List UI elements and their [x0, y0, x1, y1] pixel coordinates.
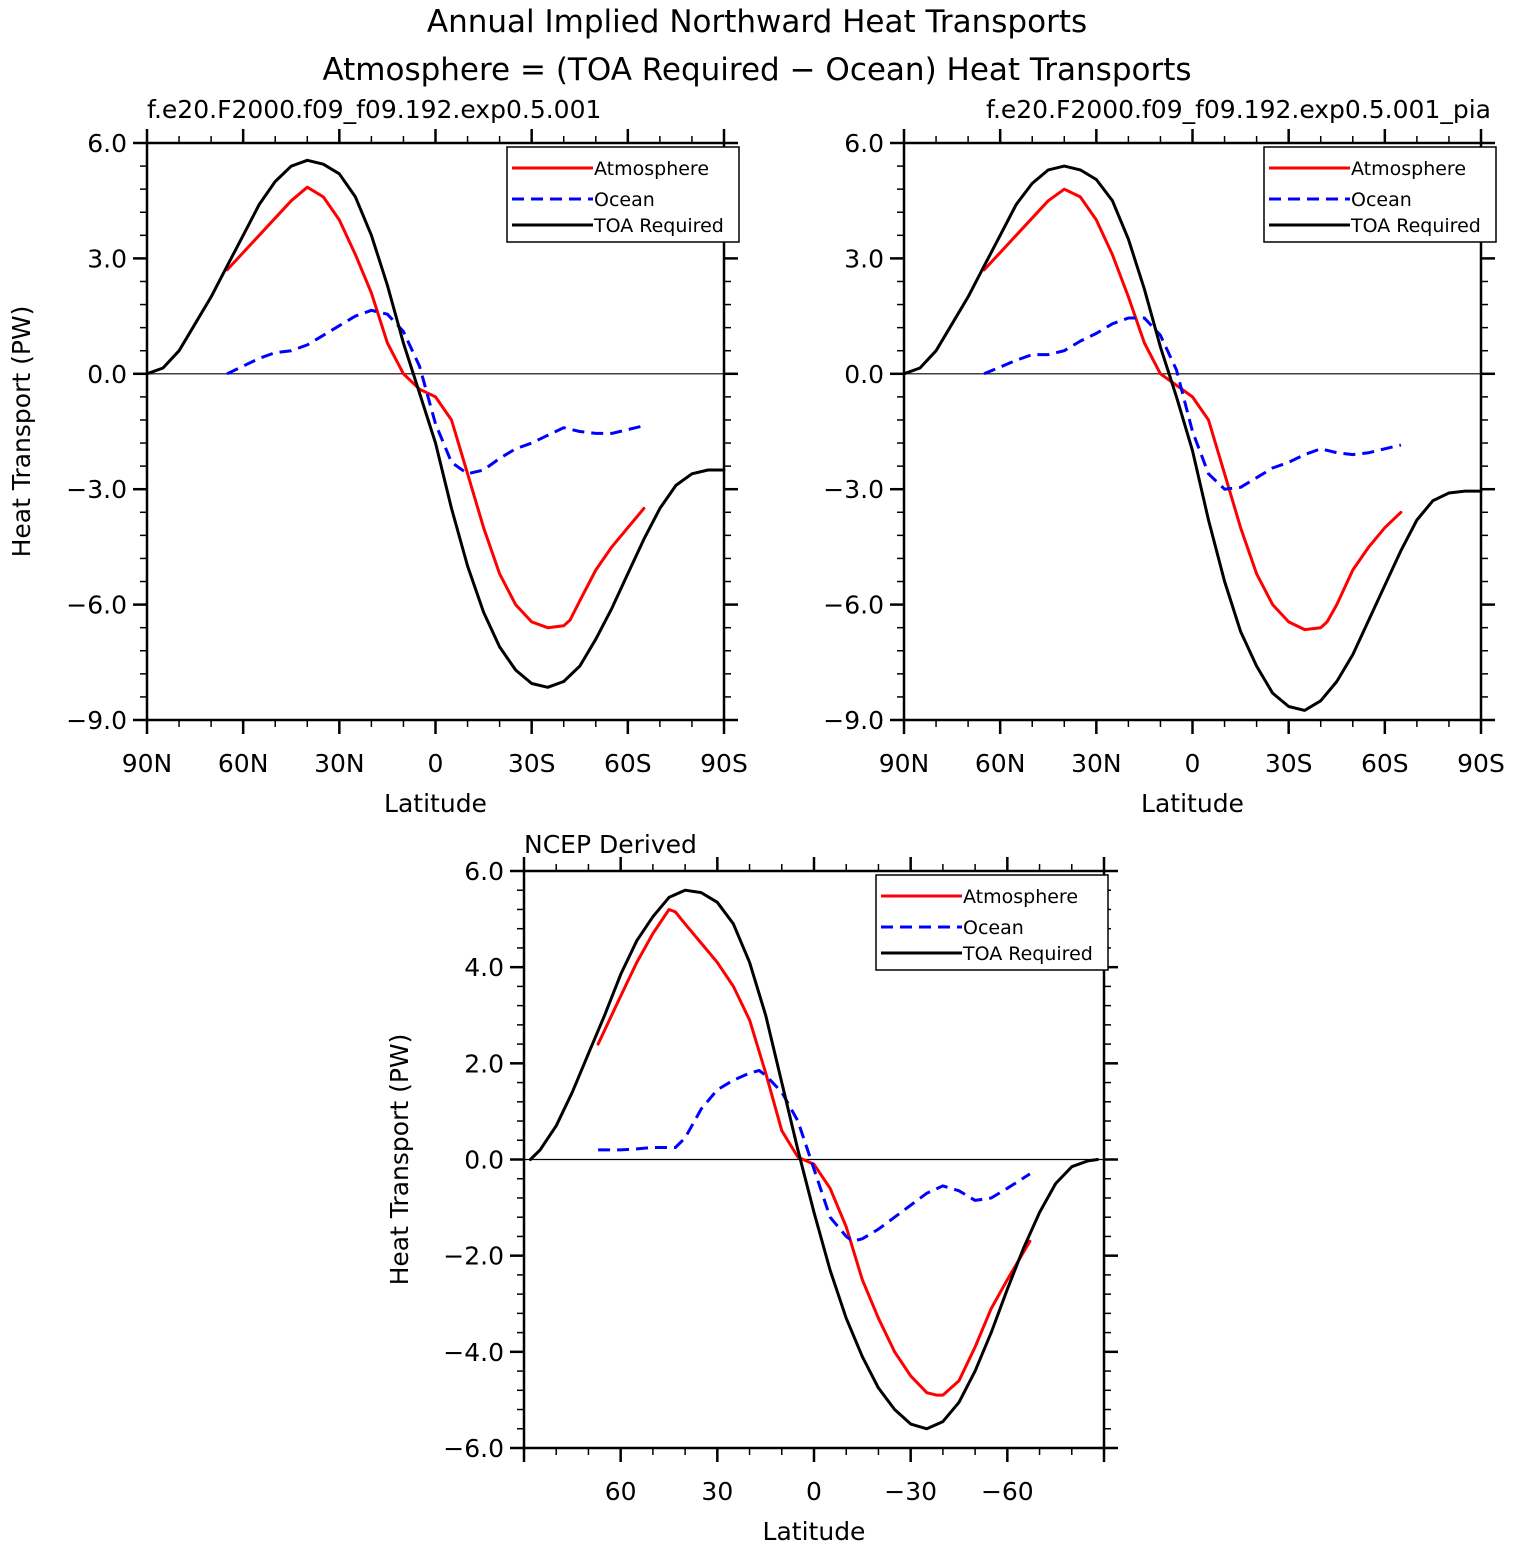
y-tick-label: 3.0	[87, 244, 127, 273]
x-tick-label: 30	[701, 1477, 733, 1506]
series-line-toa-required	[145, 158, 726, 689]
series-line-toa-required	[902, 164, 1483, 712]
legend: Atmosphere Ocean TOA Required	[1263, 146, 1497, 243]
y-tick-label: 6.0	[844, 129, 884, 158]
y-tick-label: 4.0	[464, 953, 504, 982]
panel-title: f.e20.F2000.f09_f09.192.exp0.5.001_pia	[986, 95, 1491, 124]
chart-panel-2: 6.0 3.0 0.0 −3.0 −6.0 −9.0 90N 60N 30N 0 30S 60S 90S…	[823, 95, 1505, 818]
y-tick-label: 3.0	[844, 244, 884, 273]
y-tick-label: −4.0	[443, 1338, 504, 1367]
y-tick-label: −6.0	[823, 591, 884, 620]
x-tick-label: 60S	[604, 749, 652, 778]
y-tick-label: −9.0	[823, 706, 884, 735]
x-tick-label: 30N	[314, 749, 365, 778]
y-tick-label: 6.0	[464, 857, 504, 886]
x-tick-label: 60N	[218, 749, 269, 778]
legend-label: Atmosphere	[963, 886, 1078, 908]
y-tick-label: −3.0	[823, 475, 884, 504]
series-line-ocean	[226, 308, 645, 476]
y-tick-label: 0.0	[844, 360, 884, 389]
x-tick-label: 0	[1185, 749, 1201, 778]
chart-panels: 6.0 3.0 0.0 −3.0 −6.0 −9.0 90N 60N 30N 0 30S 60S 90S…	[7, 95, 1505, 1546]
chart-panel-1: 6.0 3.0 0.0 −3.0 −6.0 −9.0 90N 60N 30N 0 30S 60S 90S…	[7, 95, 748, 818]
legend-label: TOA Required	[962, 943, 1093, 965]
y-tick-label: 6.0	[87, 129, 127, 158]
legend: Atmosphere Ocean TOA Required	[506, 146, 740, 243]
x-tick-label: 90S	[1457, 749, 1505, 778]
y-axis-label: Heat Transport (PW)	[385, 1034, 414, 1286]
x-tick-label: 60S	[1361, 749, 1409, 778]
y-tick-label: −9.0	[66, 706, 127, 735]
x-tick-label: 90N	[122, 749, 173, 778]
panel-title: f.e20.F2000.f09_f09.192.exp0.5.001	[147, 95, 601, 124]
x-axis-label: Latitude	[384, 789, 487, 818]
legend-label: Atmosphere	[1351, 158, 1466, 180]
series-line-ocean	[983, 316, 1402, 491]
figure-title-line1: Annual Implied Northward Heat Transports	[427, 4, 1087, 40]
x-tick-label: 0	[428, 749, 444, 778]
y-tick-label: −3.0	[66, 475, 127, 504]
series-line-ocean	[598, 1069, 1031, 1243]
y-tick-label: −2.0	[443, 1242, 504, 1271]
y-tick-label: −6.0	[66, 591, 127, 620]
legend-label: Ocean	[963, 917, 1024, 939]
chart-panel-3: 6.0 4.0 2.0 0.0 −2.0 −4.0 −6.0 60 30 0 −30 −60 Latit…	[385, 830, 1118, 1546]
legend-label: TOA Required	[1350, 215, 1481, 237]
panel-title: NCEP Derived	[524, 830, 697, 859]
y-tick-label: 0.0	[87, 360, 127, 389]
series-line-toa-required	[528, 888, 1100, 1431]
x-tick-label: −30	[884, 1477, 937, 1506]
x-tick-label: 60	[605, 1477, 637, 1506]
x-tick-label: 30S	[1265, 749, 1313, 778]
series-line-atmosphere	[225, 185, 646, 630]
legend: Atmosphere Ocean TOA Required	[875, 874, 1109, 971]
series-line-atmosphere	[596, 908, 1032, 1397]
legend-label: Atmosphere	[594, 158, 709, 180]
x-tick-label: 90N	[879, 749, 930, 778]
y-axis-label: Heat Transport (PW)	[7, 306, 36, 558]
figure-title-line2: Atmosphere = (TOA Required − Ocean) Heat…	[322, 52, 1191, 88]
y-tick-label: −6.0	[443, 1434, 504, 1463]
legend-label: Ocean	[1351, 189, 1412, 211]
y-tick-label: 2.0	[464, 1049, 504, 1078]
x-tick-label: 30N	[1071, 749, 1122, 778]
series-line-atmosphere	[982, 187, 1403, 632]
x-tick-label: 0	[806, 1477, 822, 1506]
x-axis-label: Latitude	[763, 1517, 866, 1546]
x-tick-label: 30S	[508, 749, 556, 778]
x-axis-label: Latitude	[1141, 789, 1244, 818]
x-tick-label: 90S	[700, 749, 748, 778]
y-tick-label: 0.0	[464, 1146, 504, 1175]
x-tick-label: −60	[981, 1477, 1034, 1506]
x-tick-label: 60N	[975, 749, 1026, 778]
legend-label: TOA Required	[593, 215, 724, 237]
legend-label: Ocean	[594, 189, 655, 211]
